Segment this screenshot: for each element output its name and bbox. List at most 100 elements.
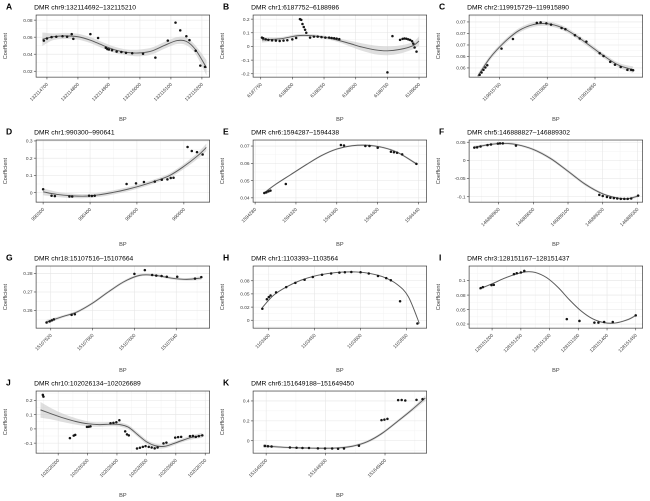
- data-point: [186, 145, 189, 149]
- data-point: [41, 188, 45, 191]
- data-point: [619, 197, 623, 201]
- panel-letter: J: [6, 377, 11, 387]
- data-point: [285, 39, 289, 42]
- panel-title: DMR chr6:151649188–151649450: [251, 380, 354, 387]
- data-point: [632, 68, 635, 72]
- data-point: [501, 142, 505, 145]
- x-axis-label: BP: [552, 368, 560, 374]
- data-point: [379, 418, 383, 422]
- data-point: [115, 50, 118, 53]
- x-tick-label: 151649200: [247, 457, 268, 478]
- data-point: [367, 271, 370, 275]
- data-points: [42, 21, 207, 69]
- data-point: [294, 446, 298, 449]
- data-point: [408, 38, 412, 42]
- data-point: [141, 445, 145, 448]
- panel-title: DMR chr1:990300–990641: [34, 130, 115, 137]
- data-points: [260, 17, 418, 74]
- data-point: [327, 36, 331, 39]
- data-point: [323, 447, 326, 450]
- x-tick-label: 15107640: [160, 332, 180, 352]
- plot-area: [36, 15, 210, 78]
- data-point: [390, 34, 394, 38]
- data-point: [367, 145, 371, 148]
- y-axis-label: Coefficient: [3, 283, 9, 310]
- data-point: [169, 177, 172, 180]
- data-point: [634, 313, 638, 317]
- data-point: [270, 39, 273, 42]
- y-axis-label: Coefficient: [436, 158, 442, 185]
- y-tick-label: -0.2: [241, 71, 250, 77]
- data-point: [499, 142, 502, 145]
- data-point: [176, 435, 180, 439]
- y-tick-label: 0.4: [243, 398, 250, 404]
- data-point: [515, 271, 519, 274]
- data-point: [611, 320, 615, 323]
- data-point: [411, 42, 415, 45]
- x-tick-label: 151649400: [366, 457, 387, 478]
- y-tick-label: 0.04: [23, 52, 33, 58]
- data-point: [188, 434, 192, 438]
- x-tick-label: 146888900: [481, 207, 502, 228]
- data-point: [42, 39, 46, 42]
- x-tick-label: 102026600: [158, 457, 179, 478]
- data-point: [339, 144, 342, 147]
- data-point: [597, 320, 600, 324]
- x-tick-label: 128151250: [503, 332, 524, 353]
- confidence-ribbon: [43, 143, 207, 199]
- data-point: [61, 35, 64, 38]
- panel-title: DMR chr1:1103393–1103564: [251, 255, 338, 262]
- data-point: [414, 398, 418, 401]
- data-point: [490, 283, 494, 286]
- plot-area: [469, 140, 643, 203]
- panel-border: [35, 390, 210, 454]
- data-point: [402, 37, 406, 40]
- data-point: [539, 21, 543, 24]
- panel-title: DMR chr10:102026134–102026689: [34, 380, 141, 387]
- panel-border: [252, 265, 427, 329]
- panel-border: [469, 265, 644, 329]
- data-point: [262, 192, 266, 195]
- x-tick-label: 1594360: [322, 207, 340, 225]
- panel-E-chart: 0.04 0.05 0.06 0.07 1594280 1594320 1594360 159…: [220, 127, 427, 248]
- y-tick-label: 0.07: [457, 43, 467, 49]
- panel-border: [252, 14, 427, 78]
- data-point: [389, 278, 392, 282]
- data-point: [578, 37, 582, 40]
- data-points: [41, 393, 204, 450]
- y-tick-label: 0: [30, 191, 33, 197]
- data-point: [300, 446, 304, 450]
- panel-title: DMR chr5:146888827–146889302: [467, 130, 570, 137]
- data-point: [319, 35, 323, 39]
- y-axis-label: Coefficient: [3, 32, 9, 59]
- smooth-curve: [262, 397, 426, 449]
- data-point: [619, 65, 623, 69]
- y-tick-label: 0.08: [23, 18, 33, 24]
- panel-letter: H: [223, 252, 229, 262]
- y-tick-label: 0.05: [240, 291, 250, 297]
- panel-E: 0.04 0.05 0.06 0.07 1594280 1594320 1594360 159…: [217, 125, 434, 250]
- plot-area: [469, 265, 643, 328]
- x-tick-label: 1594400: [363, 207, 381, 225]
- data-point: [614, 63, 617, 66]
- data-point: [261, 37, 265, 40]
- panel-I-chart: 0.02 0.05 0.08 0.1 128151200 128151250 1281513…: [436, 252, 644, 374]
- data-point: [484, 66, 487, 69]
- data-point: [626, 68, 629, 72]
- y-axis-label: Coefficient: [3, 408, 9, 435]
- panel-F-chart: -0.1 -0.05 0 0.05 146888900 146889000 14688910…: [436, 127, 644, 248]
- data-point: [174, 21, 177, 24]
- y-tick-label: 0.27: [23, 289, 33, 295]
- data-point: [50, 318, 54, 322]
- x-tick-label: 1103550: [392, 332, 409, 349]
- data-point: [414, 162, 418, 166]
- panel-title: DMR chr18:15107516–15107664: [34, 255, 133, 262]
- data-point: [343, 270, 346, 273]
- data-point: [53, 195, 57, 198]
- data-point: [598, 51, 602, 55]
- x-tick-label: 102026400: [99, 457, 120, 478]
- y-tick-label: 0.26: [23, 308, 33, 314]
- data-point: [389, 150, 392, 154]
- data-point: [160, 274, 163, 277]
- y-tick-label: 0.07: [240, 144, 250, 150]
